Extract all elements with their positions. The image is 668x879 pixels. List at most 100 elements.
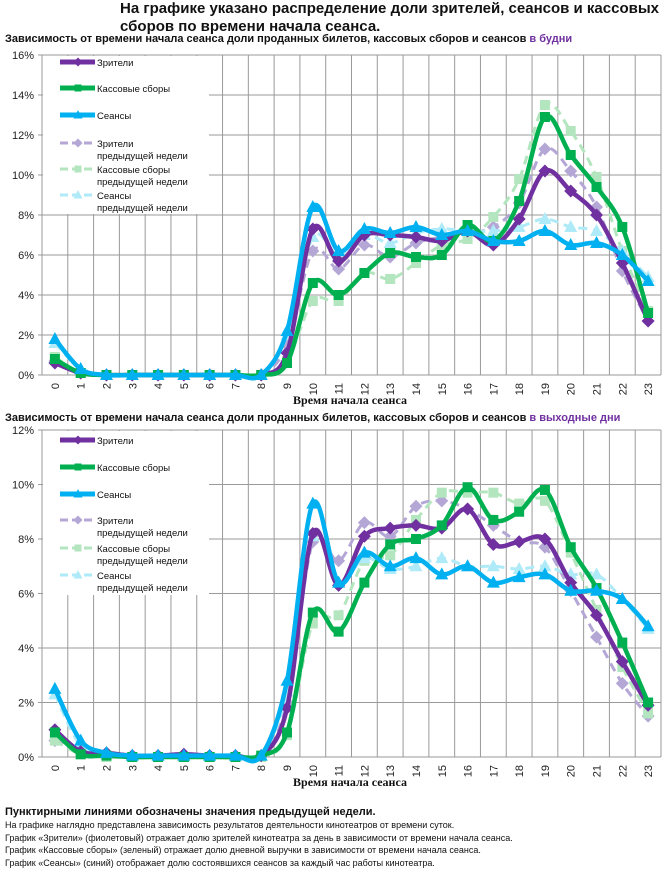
x-tick-label: 10 (308, 765, 320, 777)
data-point (306, 496, 320, 509)
data-point (514, 498, 525, 509)
legend-label: Зрители (97, 436, 133, 447)
notes: Пунктирными линиями обозначены значения … (5, 805, 513, 869)
legend-item: Сеансы (60, 110, 131, 122)
data-point (383, 521, 397, 535)
y-tick-label: 4% (18, 643, 34, 655)
y-tick-label: 12% (12, 130, 34, 142)
legend-marker (73, 570, 83, 579)
data-point (512, 220, 526, 232)
x-tick-label: 8 (256, 765, 268, 771)
legend-label: Сеансы (97, 111, 131, 122)
data-point (436, 520, 447, 531)
data-point (538, 212, 552, 224)
data-point (565, 126, 576, 136)
x-tick-label: 22 (617, 765, 629, 777)
data-point (514, 174, 525, 184)
x-tick-label: 14 (411, 765, 423, 777)
chart-weekday-title: Зависимость от времени начала сеанса дол… (5, 33, 572, 45)
y-tick-label: 12% (12, 425, 34, 437)
legend-marker (74, 165, 82, 173)
chart-weekday-title-highlight: в будни (529, 33, 573, 45)
legend-label: предыдущей недели (97, 203, 188, 214)
data-point (488, 212, 499, 222)
data-point (564, 220, 578, 232)
x-tick-label: 23 (643, 383, 655, 395)
data-point (641, 274, 655, 286)
series-sessions (48, 496, 655, 764)
data-point (332, 262, 346, 276)
legend-marker (73, 515, 83, 525)
x-tick-label: 5 (179, 383, 191, 389)
data-point (538, 559, 552, 572)
data-point (177, 368, 191, 380)
data-point (306, 200, 320, 212)
note-line: График «Кассовые сборы» (зеленый) отража… (5, 845, 481, 855)
legend-item: Кассовые сборы (60, 463, 170, 474)
x-tick-label: 12 (359, 383, 371, 395)
page-title: На графике указано распределение доли зр… (120, 0, 659, 35)
data-point (538, 224, 552, 236)
note-line: На графике наглядно представлена зависим… (5, 820, 455, 830)
y-tick-label: 6% (18, 250, 34, 262)
data-point (643, 708, 654, 719)
x-tick-label: 9 (282, 765, 294, 771)
x-tick-label: 23 (643, 765, 655, 777)
data-point (564, 184, 578, 198)
x-tick-label: 21 (592, 765, 604, 777)
data-point (282, 358, 293, 368)
data-point (48, 681, 62, 694)
data-point (74, 733, 88, 746)
data-point (385, 248, 396, 258)
data-point (383, 236, 397, 248)
legend-marker (74, 544, 82, 552)
y-tick-label: 14% (12, 90, 34, 102)
data-point (461, 502, 475, 516)
x-tick-label: 6 (205, 765, 217, 771)
data-point (615, 676, 629, 690)
legend-label: предыдущей недели (97, 583, 188, 594)
legend-background (43, 431, 209, 595)
y-tick-label: 8% (18, 534, 34, 546)
data-point (590, 608, 604, 622)
x-tick-label: 16 (463, 765, 475, 777)
data-point (74, 362, 88, 374)
legend-label: предыдущей недели (97, 528, 188, 539)
x-tick-label: 11 (334, 765, 346, 776)
legend-label: предыдущей недели (97, 556, 188, 567)
legend-label: Зрители (97, 516, 133, 527)
legend-marker (73, 138, 83, 148)
data-point (385, 539, 396, 550)
data-point (643, 308, 654, 318)
data-point (462, 482, 473, 493)
data-point (539, 495, 550, 506)
data-point (409, 499, 423, 513)
data-point (538, 532, 552, 546)
data-point (280, 324, 294, 336)
y-tick-label: 8% (18, 210, 34, 222)
data-point (514, 196, 525, 206)
data-point (538, 164, 552, 178)
data-point (333, 290, 344, 300)
data-point (357, 545, 371, 558)
legend-marker (73, 489, 83, 498)
data-point (564, 164, 578, 178)
data-point (410, 258, 421, 268)
data-point (333, 626, 344, 637)
x-tick-label: 19 (540, 383, 552, 395)
y-tick-label: 0% (18, 752, 34, 764)
data-point (591, 172, 602, 182)
data-point (590, 630, 604, 644)
legend-label: предыдущей недели (97, 151, 188, 162)
data-point (409, 518, 423, 532)
data-point (486, 234, 500, 246)
data-point (512, 561, 526, 574)
y-tick-label: 2% (18, 698, 34, 710)
data-point (617, 637, 628, 648)
x-tick-label: 6 (205, 383, 217, 389)
data-point (512, 535, 526, 549)
